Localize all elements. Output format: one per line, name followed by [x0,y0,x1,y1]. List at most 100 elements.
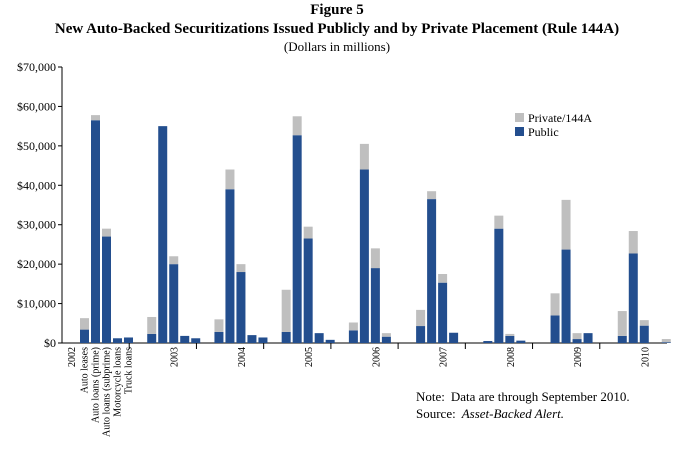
y-tick-label: $30,000 [17,218,56,232]
bar-segment [314,333,324,343]
bar-segment [113,338,122,343]
bar-segment [191,338,201,343]
bar-segment [281,331,291,343]
bar-segment [661,339,671,343]
bar-segment [225,189,235,343]
bar-segment [124,337,133,343]
group-label: 2010 [640,347,651,367]
bar-segment [303,226,313,239]
y-tick-label: $40,000 [17,178,56,192]
bar-segment [416,326,426,343]
category-label: Truck loans [124,347,135,394]
bar-segment [505,333,515,336]
bar-segment [214,331,224,343]
chart-subtitle: New Auto-Backed Securitizations Issued P… [55,21,619,37]
bar-segment [617,311,627,336]
bar-segment [583,333,593,343]
bar-segment [572,333,582,340]
group-label: 2006 [371,347,382,367]
group-label: 2009 [573,347,584,367]
bar-segment [639,320,649,326]
units-label: (Dollars in millions) [284,39,390,54]
bar-segment [561,199,571,250]
group-label: 2008 [506,347,517,367]
bar-segment [247,335,257,343]
bar-segment [91,120,100,343]
category-label: Motorcycle loans [113,347,124,417]
bar-segment [639,325,649,343]
legend-label: Private/144A [528,111,592,125]
bar-segment [236,264,246,273]
group-label: 2005 [304,347,315,367]
bar-segment [102,236,111,343]
bar-segment [292,116,302,136]
bar-segment [628,253,638,343]
bar-segment [494,215,504,229]
bar-segment [258,337,268,343]
bar-segment [427,199,437,343]
bar-segment [80,329,89,343]
bar-segment [370,248,380,269]
bar-segment [147,333,157,343]
bar-segment [292,135,302,343]
y-tick-label: $20,000 [17,257,56,271]
bar-segment [214,319,224,332]
bar-segment [359,143,369,170]
group-label: 2007 [439,347,450,367]
bar-segment [359,169,369,343]
bar-segment [381,336,391,343]
legend-swatch [515,113,524,122]
source: Source: Asset-Backed Alert. [416,406,564,421]
note-text: Data are through September 2010. [451,389,630,404]
bar-segment [494,228,504,343]
bar-segment [169,264,179,343]
bar-segment [661,342,671,343]
legend-label: Public [528,125,559,139]
bar-segment [325,339,335,343]
source-label: Source: [416,406,456,421]
bar-segment [505,335,515,343]
legend-swatch [515,127,524,136]
category-label: Auto loans (prime) [91,347,102,423]
source-text: Asset-Backed Alert. [461,406,564,421]
y-tick-label: $70,000 [17,60,56,74]
bar-segment [416,309,426,327]
bar-segment [438,274,448,283]
bar-segment [281,289,291,332]
bar-segment [225,169,235,190]
bar-segment [449,332,459,343]
bar-segment [80,318,89,330]
bar-segment [236,272,246,343]
y-tick-label: $10,000 [17,297,56,311]
bar-segment [550,315,560,343]
category-label: Auto leases [80,347,91,393]
bar-segment [561,249,571,343]
y-tick-label: $60,000 [17,99,56,113]
bar-segment [303,238,313,343]
bar-segment [483,341,493,343]
group-label: 2003 [170,347,181,367]
bar-segment [427,191,437,200]
bar-segment [381,333,391,337]
bar-segment [370,268,380,343]
bar-segment [438,282,448,343]
bar-segment [348,322,358,331]
y-tick-label: $0 [44,336,56,350]
bar-segment [617,335,627,343]
bar-segment [572,339,582,343]
note: Note: Data are through September 2010. [416,389,630,404]
group-label: 2002 [67,347,78,367]
bar-segment [91,115,100,121]
bar-segment [158,126,168,344]
bar-segment [180,335,190,343]
y-tick-label: $50,000 [17,139,56,153]
bar-segment [102,228,111,237]
group-label: 2004 [237,347,248,367]
chart-title: Figure 5 [310,2,363,18]
category-label: Auto loans (subprime) [102,347,113,437]
note-label: Note: [416,389,445,404]
bar-segment [348,330,358,343]
bar-segment [169,256,179,265]
bar-segment [550,293,560,316]
